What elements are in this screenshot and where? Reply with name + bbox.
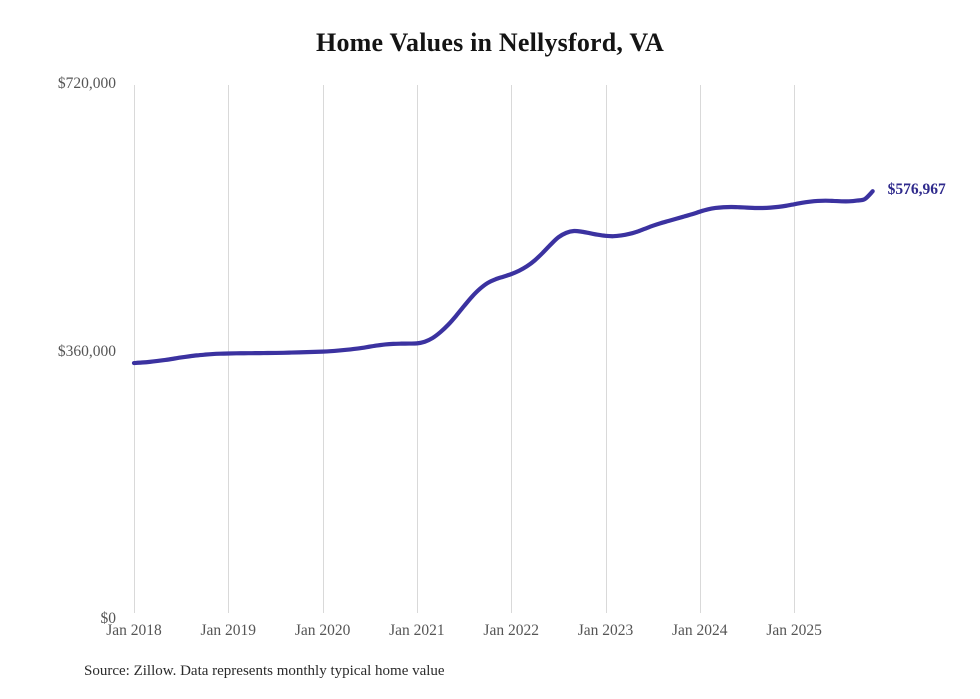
source-note: Source: Zillow. Data represents monthly … (84, 663, 445, 679)
x-tick-label-1: Jan 2019 (200, 622, 257, 639)
end-value-data-label: $576,967 (887, 181, 946, 199)
x-tick-label-6: Jan 2024 (672, 622, 728, 639)
series-line-typical-home-value (131, 189, 875, 366)
x-tick-label-7: Jan 2025 (766, 622, 822, 639)
x-tick-label-5: Jan 2023 (577, 622, 634, 639)
y-tick-label-0: $720,000 (57, 75, 116, 92)
x-tick-label-2: Jan 2020 (294, 622, 351, 639)
x-tick-label-4: Jan 2022 (483, 622, 539, 639)
y-tick-label-2: $0 (100, 610, 117, 627)
y-tick-label-1: $360,000 (57, 342, 116, 360)
chart-title: Home Values in Nellysford, VA (316, 28, 664, 57)
series-group (131, 189, 875, 366)
vertical-gridlines (133, 85, 796, 613)
x-tick-label-3: Jan 2021 (389, 622, 445, 639)
x-tick-label-0: Jan 2018 (106, 622, 162, 639)
